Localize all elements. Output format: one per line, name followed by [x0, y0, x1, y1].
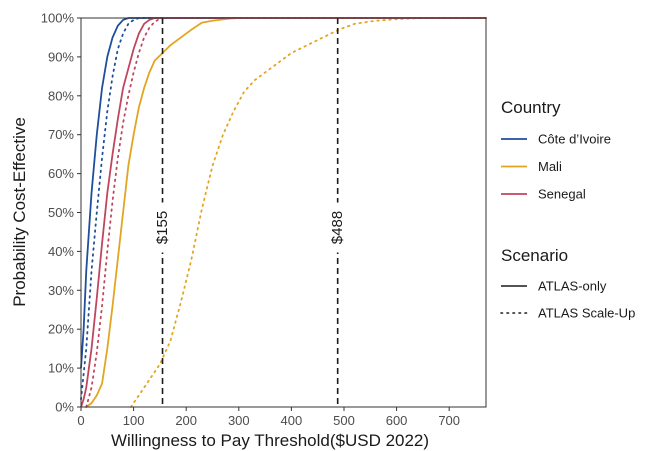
legend-scenario-title: Scenario [501, 246, 568, 265]
series-line-mali-scale-up [130, 17, 487, 408]
reference-label-1: $488 [329, 211, 346, 244]
legend-country-label: Senegal [538, 187, 586, 202]
x-tick-label: 400 [281, 413, 303, 428]
legend-country-title: Country [501, 98, 561, 117]
y-tick-label: 20% [48, 322, 74, 337]
x-tick-label: 700 [438, 413, 460, 428]
y-tick-label: 0% [55, 400, 74, 415]
y-axis-title: Probability Cost-Effective [10, 117, 29, 307]
series-line-mali-atlas-only [85, 17, 486, 408]
y-tick-label: 80% [48, 88, 74, 103]
y-tick-label: 100% [41, 11, 75, 26]
x-tick-label: 200 [175, 413, 197, 428]
legend-scenario-label: ATLAS-only [538, 279, 607, 294]
x-tick-label: 0 [77, 413, 84, 428]
reference-label-0: $155 [154, 211, 171, 244]
x-tick-label: 600 [386, 413, 408, 428]
y-tick-label: 40% [48, 244, 74, 259]
y-tick-label: 60% [48, 166, 74, 181]
x-axis-title: Willingness to Pay Threshold($USD 2022) [111, 431, 429, 450]
series-line-senegal-scale-up [85, 17, 487, 408]
y-tick-label: 70% [48, 127, 74, 142]
reference-label-bg-1 [328, 202, 347, 253]
legend-scenario-label: ATLAS Scale-Up [538, 306, 635, 321]
legend-country-label: Côte d’Ivoire [538, 132, 611, 147]
x-tick-label: 500 [333, 413, 355, 428]
legend-country-label: Mali [538, 159, 562, 174]
y-tick-label: 10% [48, 361, 74, 376]
legend: Country Scenario Côte d’Ivoire Mali Senega… [500, 98, 635, 321]
x-tick-label: 300 [228, 413, 250, 428]
x-tick-label: 100 [123, 413, 145, 428]
axes: 0% 10% 20% 30% 40% 50% 60% 70% 80% 90% 100% 0 100 200… [41, 11, 487, 428]
reference-label-bg-0 [153, 202, 172, 253]
y-tick-label: 30% [48, 283, 74, 298]
y-tick-label: 90% [48, 49, 74, 64]
plot-area: $155 $488 [80, 17, 487, 408]
plot-background [81, 18, 486, 407]
y-tick-label: 50% [48, 205, 74, 220]
series-line-senegal-atlas-only [80, 17, 486, 408]
